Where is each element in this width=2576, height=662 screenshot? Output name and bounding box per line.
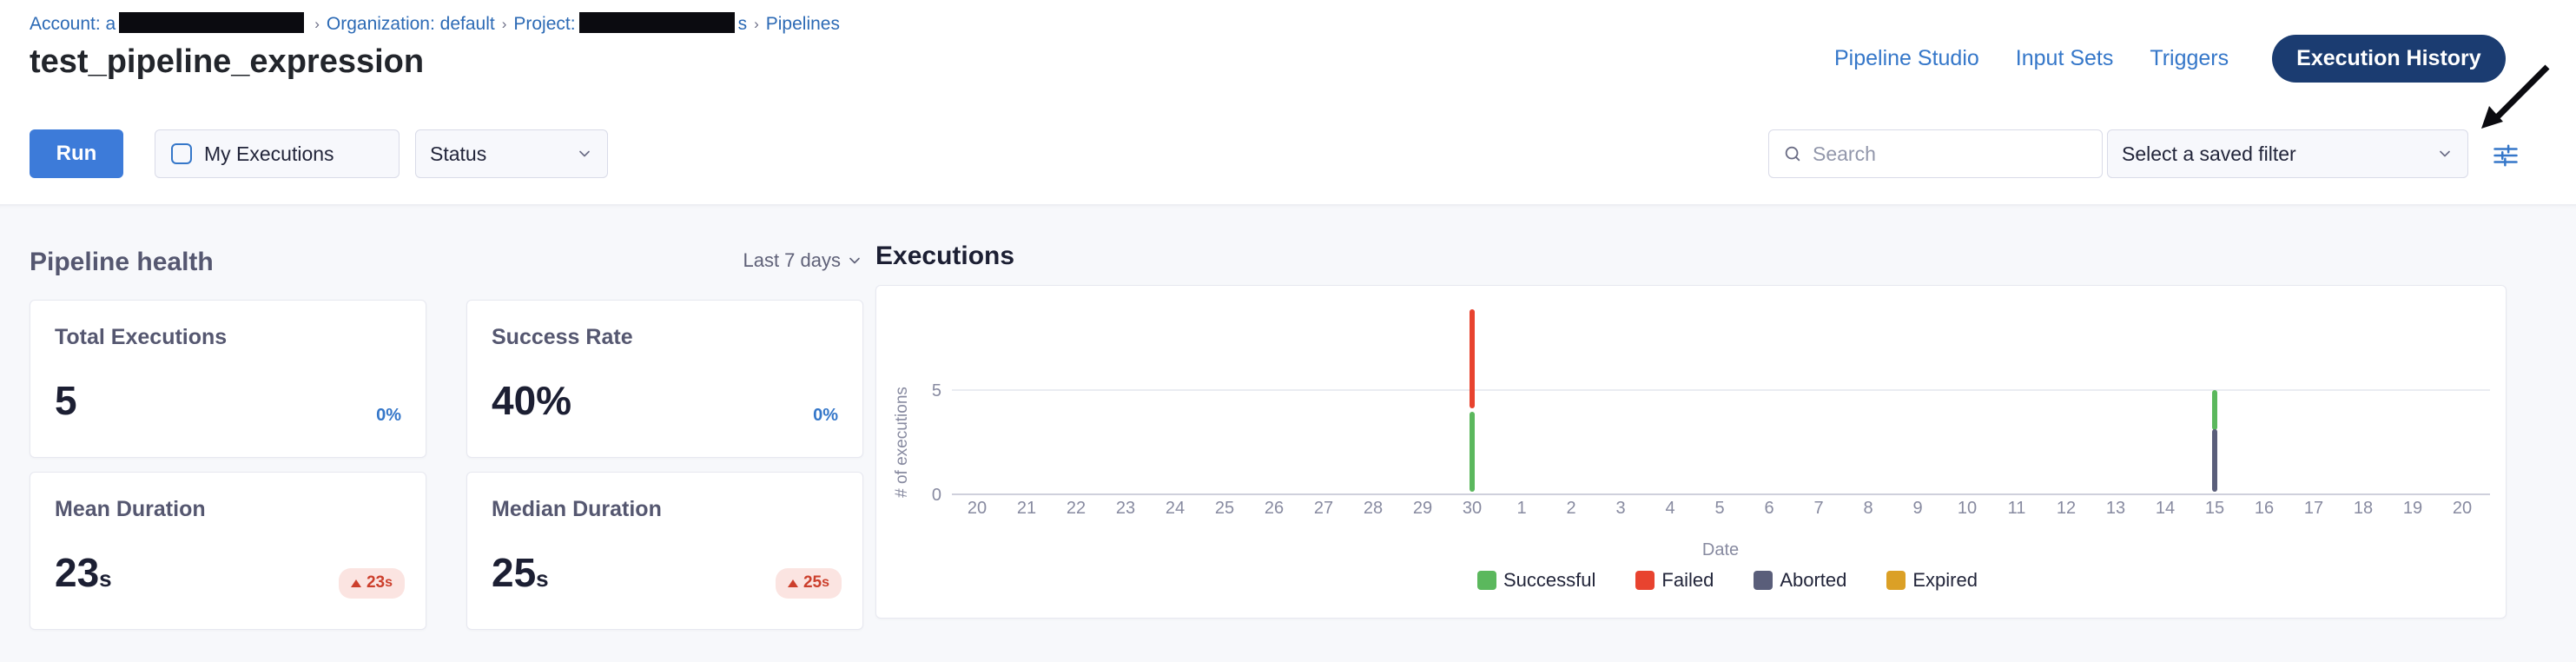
- svg-text:Date: Date: [1702, 540, 1739, 559]
- svg-text:# of executions: # of executions: [893, 387, 911, 498]
- svg-text:6: 6: [1764, 499, 1773, 518]
- svg-text:7: 7: [1813, 499, 1823, 518]
- svg-text:24: 24: [1166, 499, 1185, 518]
- svg-text:18: 18: [2354, 499, 2373, 518]
- svg-text:30: 30: [1463, 499, 1482, 518]
- svg-text:11: 11: [2008, 499, 2026, 518]
- svg-text:23: 23: [1116, 499, 1135, 518]
- svg-text:25: 25: [1215, 499, 1234, 518]
- svg-text:27: 27: [1314, 499, 1333, 518]
- svg-text:3: 3: [1615, 499, 1625, 518]
- svg-text:12: 12: [2057, 499, 2076, 518]
- svg-text:16: 16: [2255, 499, 2274, 518]
- svg-text:0: 0: [932, 486, 941, 505]
- svg-text:19: 19: [2403, 499, 2422, 518]
- svg-text:2: 2: [1566, 499, 1575, 518]
- svg-text:9: 9: [1912, 499, 1922, 518]
- svg-text:29: 29: [1413, 499, 1432, 518]
- svg-text:20: 20: [968, 499, 987, 518]
- svg-text:14: 14: [2156, 499, 2175, 518]
- svg-text:1: 1: [1516, 499, 1526, 518]
- svg-text:10: 10: [1958, 499, 1977, 518]
- svg-text:20: 20: [2453, 499, 2472, 518]
- svg-text:22: 22: [1067, 499, 1086, 518]
- svg-text:28: 28: [1364, 499, 1383, 518]
- svg-text:13: 13: [2106, 499, 2125, 518]
- svg-text:15: 15: [2205, 499, 2224, 518]
- svg-text:21: 21: [1017, 499, 1036, 518]
- svg-text:17: 17: [2304, 499, 2323, 518]
- svg-text:5: 5: [1714, 499, 1724, 518]
- svg-text:26: 26: [1265, 499, 1284, 518]
- svg-text:5: 5: [932, 381, 941, 401]
- svg-text:8: 8: [1863, 499, 1873, 518]
- svg-text:4: 4: [1665, 499, 1674, 518]
